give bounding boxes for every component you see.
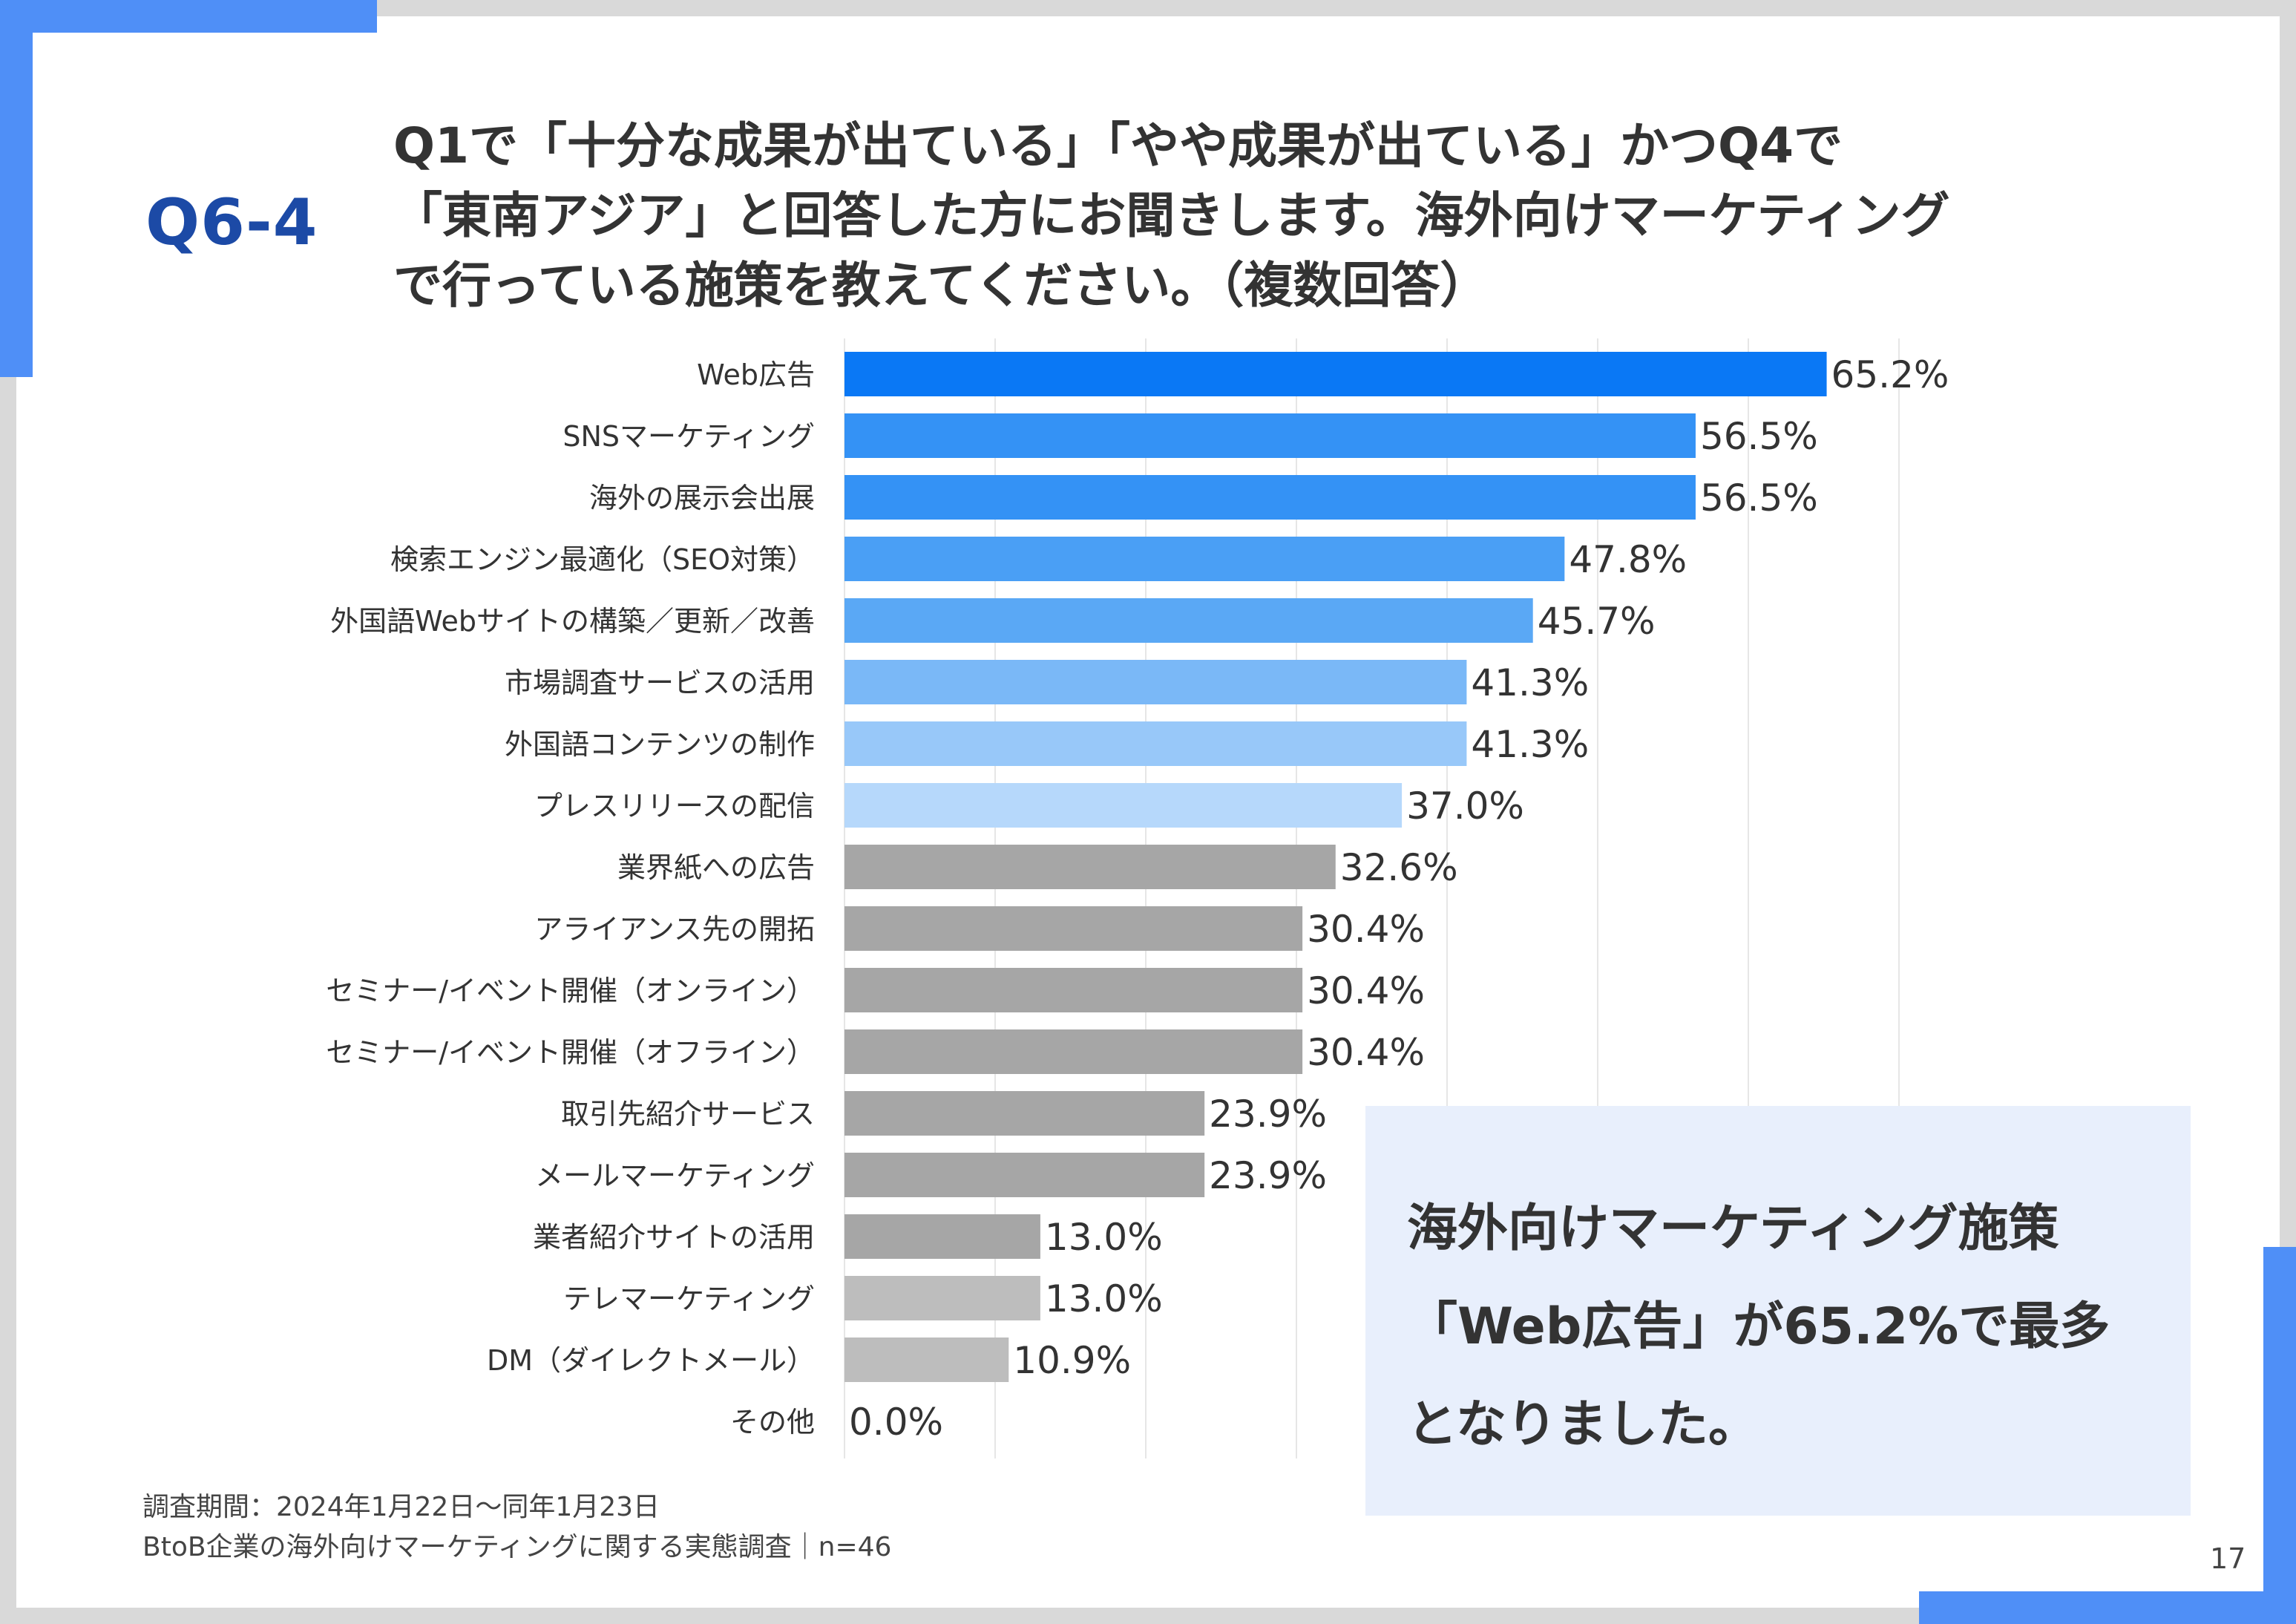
data-label: 30.4% [1307,1031,1425,1074]
category-label: Web広告 [697,358,815,391]
bar [844,1029,1303,1074]
bar [844,1214,1040,1259]
bar [844,1276,1040,1320]
data-label: 13.0% [1045,1277,1163,1320]
category-label: 取引先紹介サービス [561,1098,815,1130]
bar [844,352,1827,396]
data-label: 23.9% [1209,1093,1327,1136]
data-label: 23.9% [1209,1154,1327,1197]
corner-accent-bottom-right [1919,1591,2296,1624]
survey-period: 調査期間：2024年1月22日～同年1月23日 [142,1492,660,1522]
bar [844,413,1696,458]
data-label: 41.3% [1471,661,1589,704]
category-label: その他 [730,1406,815,1438]
category-label: SNSマーケティング [562,420,815,453]
bar [844,1091,1205,1136]
bar [844,783,1403,828]
category-label: 市場調査サービスの活用 [505,667,815,699]
category-label: 外国語Webサイトの構築／更新／改善 [330,605,815,638]
category-label: テレマーケティング [563,1283,815,1315]
summary-text: 海外向けマーケティング施策 「Web広告」が65.2%で最多 となりました。 [1407,1180,2179,1474]
category-label: プレスリリースの配信 [534,790,815,822]
survey-footer: 調査期間：2024年1月22日～同年1月23日 BtoB企業の海外向けマーケティ… [142,1487,891,1568]
question-text: Q1で「十分な成果が出ている」「やや成果が出ている」かつQ4で 「東南アジア」と… [393,111,2204,321]
data-label: 56.5% [1700,415,1818,458]
bar [844,721,1467,766]
data-label: 32.6% [1340,846,1458,889]
bar [844,598,1533,643]
corner-accent-left [0,0,33,377]
data-label: 30.4% [1307,908,1425,951]
survey-source: BtoB企業の海外向けマーケティングに関する実態調査｜n=46 [142,1532,892,1562]
category-label: 検索エンジン最適化（SEO対策） [390,543,815,576]
data-label: 30.4% [1307,969,1425,1012]
question-line: Q1で「十分な成果が出ている」「やや成果が出ている」かつQ4で [393,117,1843,174]
data-label: 65.2% [1831,353,1949,396]
bar [844,475,1696,520]
category-label: 外国語コンテンツの制作 [505,728,815,761]
category-label: 海外の展示会出展 [589,482,815,514]
bar [844,845,1336,889]
data-label: 45.7% [1538,600,1656,643]
category-label: メールマーケティング [535,1159,815,1192]
bar [844,1153,1205,1197]
category-label: アライアンス先の開拓 [534,913,815,946]
question-line: 「東南アジア」と回答した方にお聞きします。海外向けマーケティング [393,187,1950,244]
summary-line: 海外向けマーケティング施策 [1407,1199,2059,1258]
question-number: Q6-4 [145,186,318,260]
category-label: 業者紹介サイトの活用 [533,1221,815,1254]
bar [844,906,1303,951]
data-label: 0.0% [849,1401,943,1444]
data-label: 37.0% [1406,785,1524,828]
summary-callout: 海外向けマーケティング施策 「Web広告」が65.2%で最多 となりました。 [1365,1106,2191,1516]
corner-accent-right [2263,1247,2296,1624]
bar [844,968,1303,1012]
data-label: 56.5% [1700,477,1818,520]
category-label: セミナー/イベント開催（オンライン） [326,975,815,1007]
corner-accent-top-left [0,0,377,33]
category-label: セミナー/イベント開催（オフライン） [326,1036,815,1069]
question-line: で行っている施策を教えてください。（複数回答） [393,257,1489,314]
summary-line: となりました。 [1407,1395,1759,1454]
data-label: 13.0% [1045,1216,1163,1259]
summary-line: 「Web広告」が65.2%で最多 [1407,1297,2110,1356]
bar [844,660,1467,704]
data-label: 41.3% [1471,723,1589,766]
bar [844,1337,1009,1382]
category-label: 業界紙への広告 [617,851,815,884]
data-label: 47.8% [1569,538,1687,581]
bar [844,537,1565,581]
data-label: 10.9% [1013,1339,1131,1382]
page-number: 17 [2210,1542,2246,1575]
category-label: DM（ダイレクトメール） [487,1344,815,1377]
